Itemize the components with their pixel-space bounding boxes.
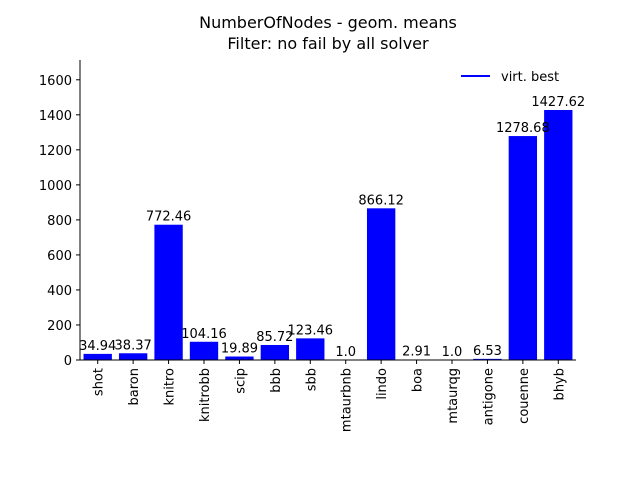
- value-label-couenne: 1278.68: [496, 121, 550, 136]
- bar-bhyb: [544, 110, 572, 360]
- x-tick-label-scip: scip: [233, 368, 248, 394]
- x-tick-label-knitro: knitro: [163, 368, 178, 406]
- value-label-bhyb: 1427.62: [531, 95, 585, 110]
- bar-knitro: [154, 225, 182, 360]
- value-label-knitrobb: 104.16: [181, 327, 227, 342]
- x-tick-label-sbb: sbb: [304, 368, 319, 391]
- y-tick-label-800: 800: [47, 214, 72, 229]
- bar-couenne: [509, 136, 537, 360]
- bar-lindo: [367, 208, 395, 360]
- x-tick-label-bhyb: bhyb: [552, 368, 567, 400]
- x-tick-label-bbb: bbb: [269, 368, 284, 393]
- value-label-boa: 2.91: [402, 344, 431, 359]
- bar-knitrobb: [190, 342, 218, 360]
- x-tick-label-mtaurbnb: mtaurbnb: [340, 368, 355, 432]
- chart-subtitle: Filter: no fail by all solver: [227, 34, 429, 53]
- legend: virt. best: [461, 70, 559, 85]
- value-label-knitro: 772.46: [146, 210, 192, 225]
- value-label-baron: 38.37: [115, 338, 152, 353]
- x-axis: shot baron knitro knitrobb scip bbb sbb mtaurbn…: [92, 360, 568, 432]
- value-label-sbb: 123.46: [288, 323, 334, 338]
- y-tick-label-200: 200: [47, 319, 72, 334]
- x-tick-label-mtaurqg: mtaurqg: [446, 368, 461, 424]
- y-tick-label-1200: 1200: [39, 144, 72, 159]
- bar-shot: [84, 354, 112, 360]
- value-label-antigone: 6.53: [473, 344, 502, 359]
- x-tick-label-shot: shot: [92, 368, 107, 396]
- value-label-scip: 19.89: [221, 342, 258, 357]
- x-tick-label-knitrobb: knitrobb: [198, 368, 213, 422]
- y-tick-label-1000: 1000: [39, 179, 72, 194]
- x-tick-label-couenne: couenne: [517, 368, 532, 424]
- y-tick-label-0: 0: [64, 354, 72, 369]
- bar-sbb: [296, 338, 324, 360]
- bar-baron: [119, 353, 147, 360]
- bar-bbb: [261, 345, 289, 360]
- bar-scip: [225, 357, 253, 360]
- y-tick-label-1400: 1400: [39, 109, 72, 124]
- value-label-lindo: 866.12: [358, 193, 404, 208]
- value-label-mtaurqg: 1.0: [442, 345, 463, 360]
- y-tick-label-1600: 1600: [39, 74, 72, 89]
- legend-label-virt-best: virt. best: [501, 70, 559, 85]
- y-axis: 0 200 400 600 800 1000 1200 1400 1600: [39, 74, 80, 369]
- chart-title: NumberOfNodes - geom. means: [199, 13, 457, 32]
- y-tick-label-400: 400: [47, 284, 72, 299]
- x-tick-label-baron: baron: [127, 368, 142, 405]
- value-label-shot: 34.94: [79, 339, 116, 354]
- x-tick-label-lindo: lindo: [375, 368, 390, 400]
- x-tick-label-boa: boa: [411, 368, 426, 392]
- value-label-mtaurbnb: 1.0: [335, 345, 356, 360]
- y-tick-label-600: 600: [47, 249, 72, 264]
- x-tick-label-antigone: antigone: [481, 368, 496, 425]
